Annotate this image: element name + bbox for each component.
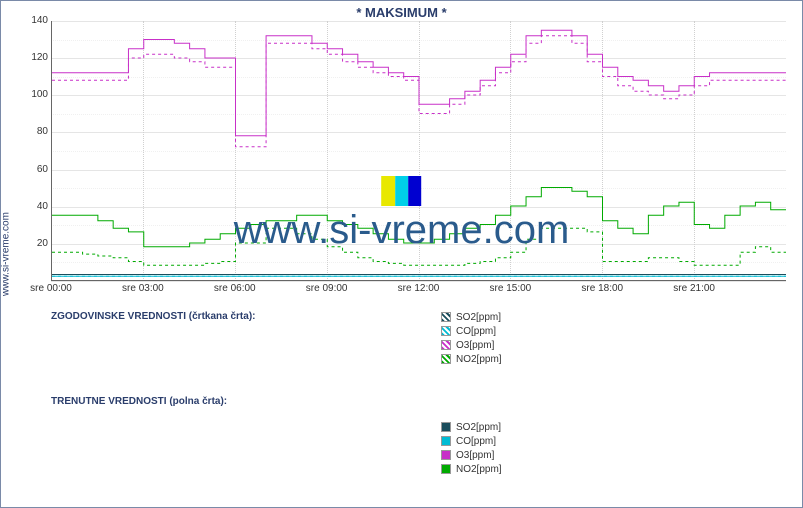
plot-area	[51, 21, 786, 281]
legend-item: O3[ppm]	[441, 449, 502, 463]
legend-label: O3[ppm]	[456, 340, 494, 351]
legend-swatch-icon	[441, 354, 451, 364]
legend-item: SO2[ppm]	[441, 421, 502, 435]
chart-container: * MAKSIMUM * www.si-vreme.com 20 40 60 80 10…	[0, 0, 803, 508]
legend-historical-items: SO2[ppm] CO[ppm] O3[ppm] NO2[ppm]	[441, 311, 502, 367]
legend-item: NO2[ppm]	[441, 353, 502, 367]
legend-swatch-icon	[441, 326, 451, 336]
legend-label: NO2[ppm]	[456, 464, 502, 475]
x-tick: sre 21:00	[673, 283, 715, 294]
legend-swatch-icon	[441, 422, 451, 432]
legend-label: SO2[ppm]	[456, 312, 501, 323]
legend-label: CO[ppm]	[456, 436, 496, 447]
legend-swatch-icon	[441, 340, 451, 350]
chart-title: * MAKSIMUM *	[1, 5, 802, 20]
legend-label: O3[ppm]	[456, 450, 494, 461]
y-tick: 60	[26, 164, 48, 175]
y-tick: 80	[26, 126, 48, 137]
legend-label: NO2[ppm]	[456, 354, 502, 365]
x-tick: sre 15:00	[490, 283, 532, 294]
legend-swatch-icon	[441, 312, 451, 322]
legend-item: NO2[ppm]	[441, 463, 502, 477]
x-tick: sre 03:00	[122, 283, 164, 294]
x-tick: sre 09:00	[306, 283, 348, 294]
y-tick: 40	[26, 201, 48, 212]
legend-swatch-icon	[441, 436, 451, 446]
legend-item: CO[ppm]	[441, 435, 502, 449]
legend-label: SO2[ppm]	[456, 422, 501, 433]
x-tick: sre 06:00	[214, 283, 256, 294]
x-tick: sre 12:00	[398, 283, 440, 294]
series-current-O3[ppm]	[52, 30, 786, 135]
legend-item: SO2[ppm]	[441, 311, 502, 325]
legend-swatch-icon	[441, 450, 451, 460]
y-tick: 20	[26, 238, 48, 249]
legend-item: O3[ppm]	[441, 339, 502, 353]
x-tick: sre 00:00	[30, 283, 72, 294]
y-tick: 120	[26, 52, 48, 63]
series-lines	[52, 21, 786, 280]
legend-item: CO[ppm]	[441, 325, 502, 339]
y-tick: 100	[26, 89, 48, 100]
legend-swatch-icon	[441, 464, 451, 474]
x-tick: sre 18:00	[581, 283, 623, 294]
series-current-NO2[ppm]	[52, 188, 786, 247]
legend-historical-label: ZGODOVINSKE VREDNOSTI (črtkana črta):	[51, 311, 255, 322]
legend-label: CO[ppm]	[456, 326, 496, 337]
legend-current-label: TRENUTNE VREDNOSTI (polna črta):	[51, 396, 227, 407]
y-axis-label: www.si-vreme.com	[1, 212, 12, 296]
y-tick: 140	[26, 15, 48, 26]
legend-current-items: SO2[ppm] CO[ppm] O3[ppm] NO2[ppm]	[441, 421, 502, 477]
